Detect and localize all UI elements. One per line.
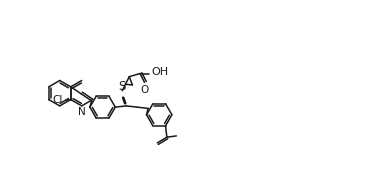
Text: Cl: Cl: [52, 95, 63, 105]
Text: S: S: [119, 80, 126, 93]
Text: O: O: [140, 85, 149, 95]
Text: N: N: [78, 107, 86, 117]
Text: OH: OH: [152, 67, 169, 77]
